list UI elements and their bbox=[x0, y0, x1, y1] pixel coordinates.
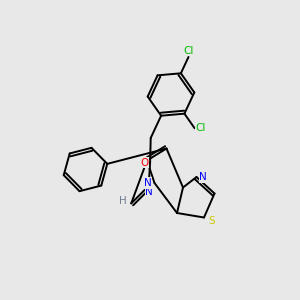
Text: N: N bbox=[199, 172, 207, 182]
Text: Cl: Cl bbox=[196, 123, 206, 134]
Text: N: N bbox=[144, 178, 152, 188]
Text: Cl: Cl bbox=[183, 46, 194, 56]
Text: O: O bbox=[140, 158, 148, 168]
Text: S: S bbox=[208, 215, 215, 226]
Text: N: N bbox=[145, 187, 153, 197]
Text: H: H bbox=[119, 196, 127, 206]
